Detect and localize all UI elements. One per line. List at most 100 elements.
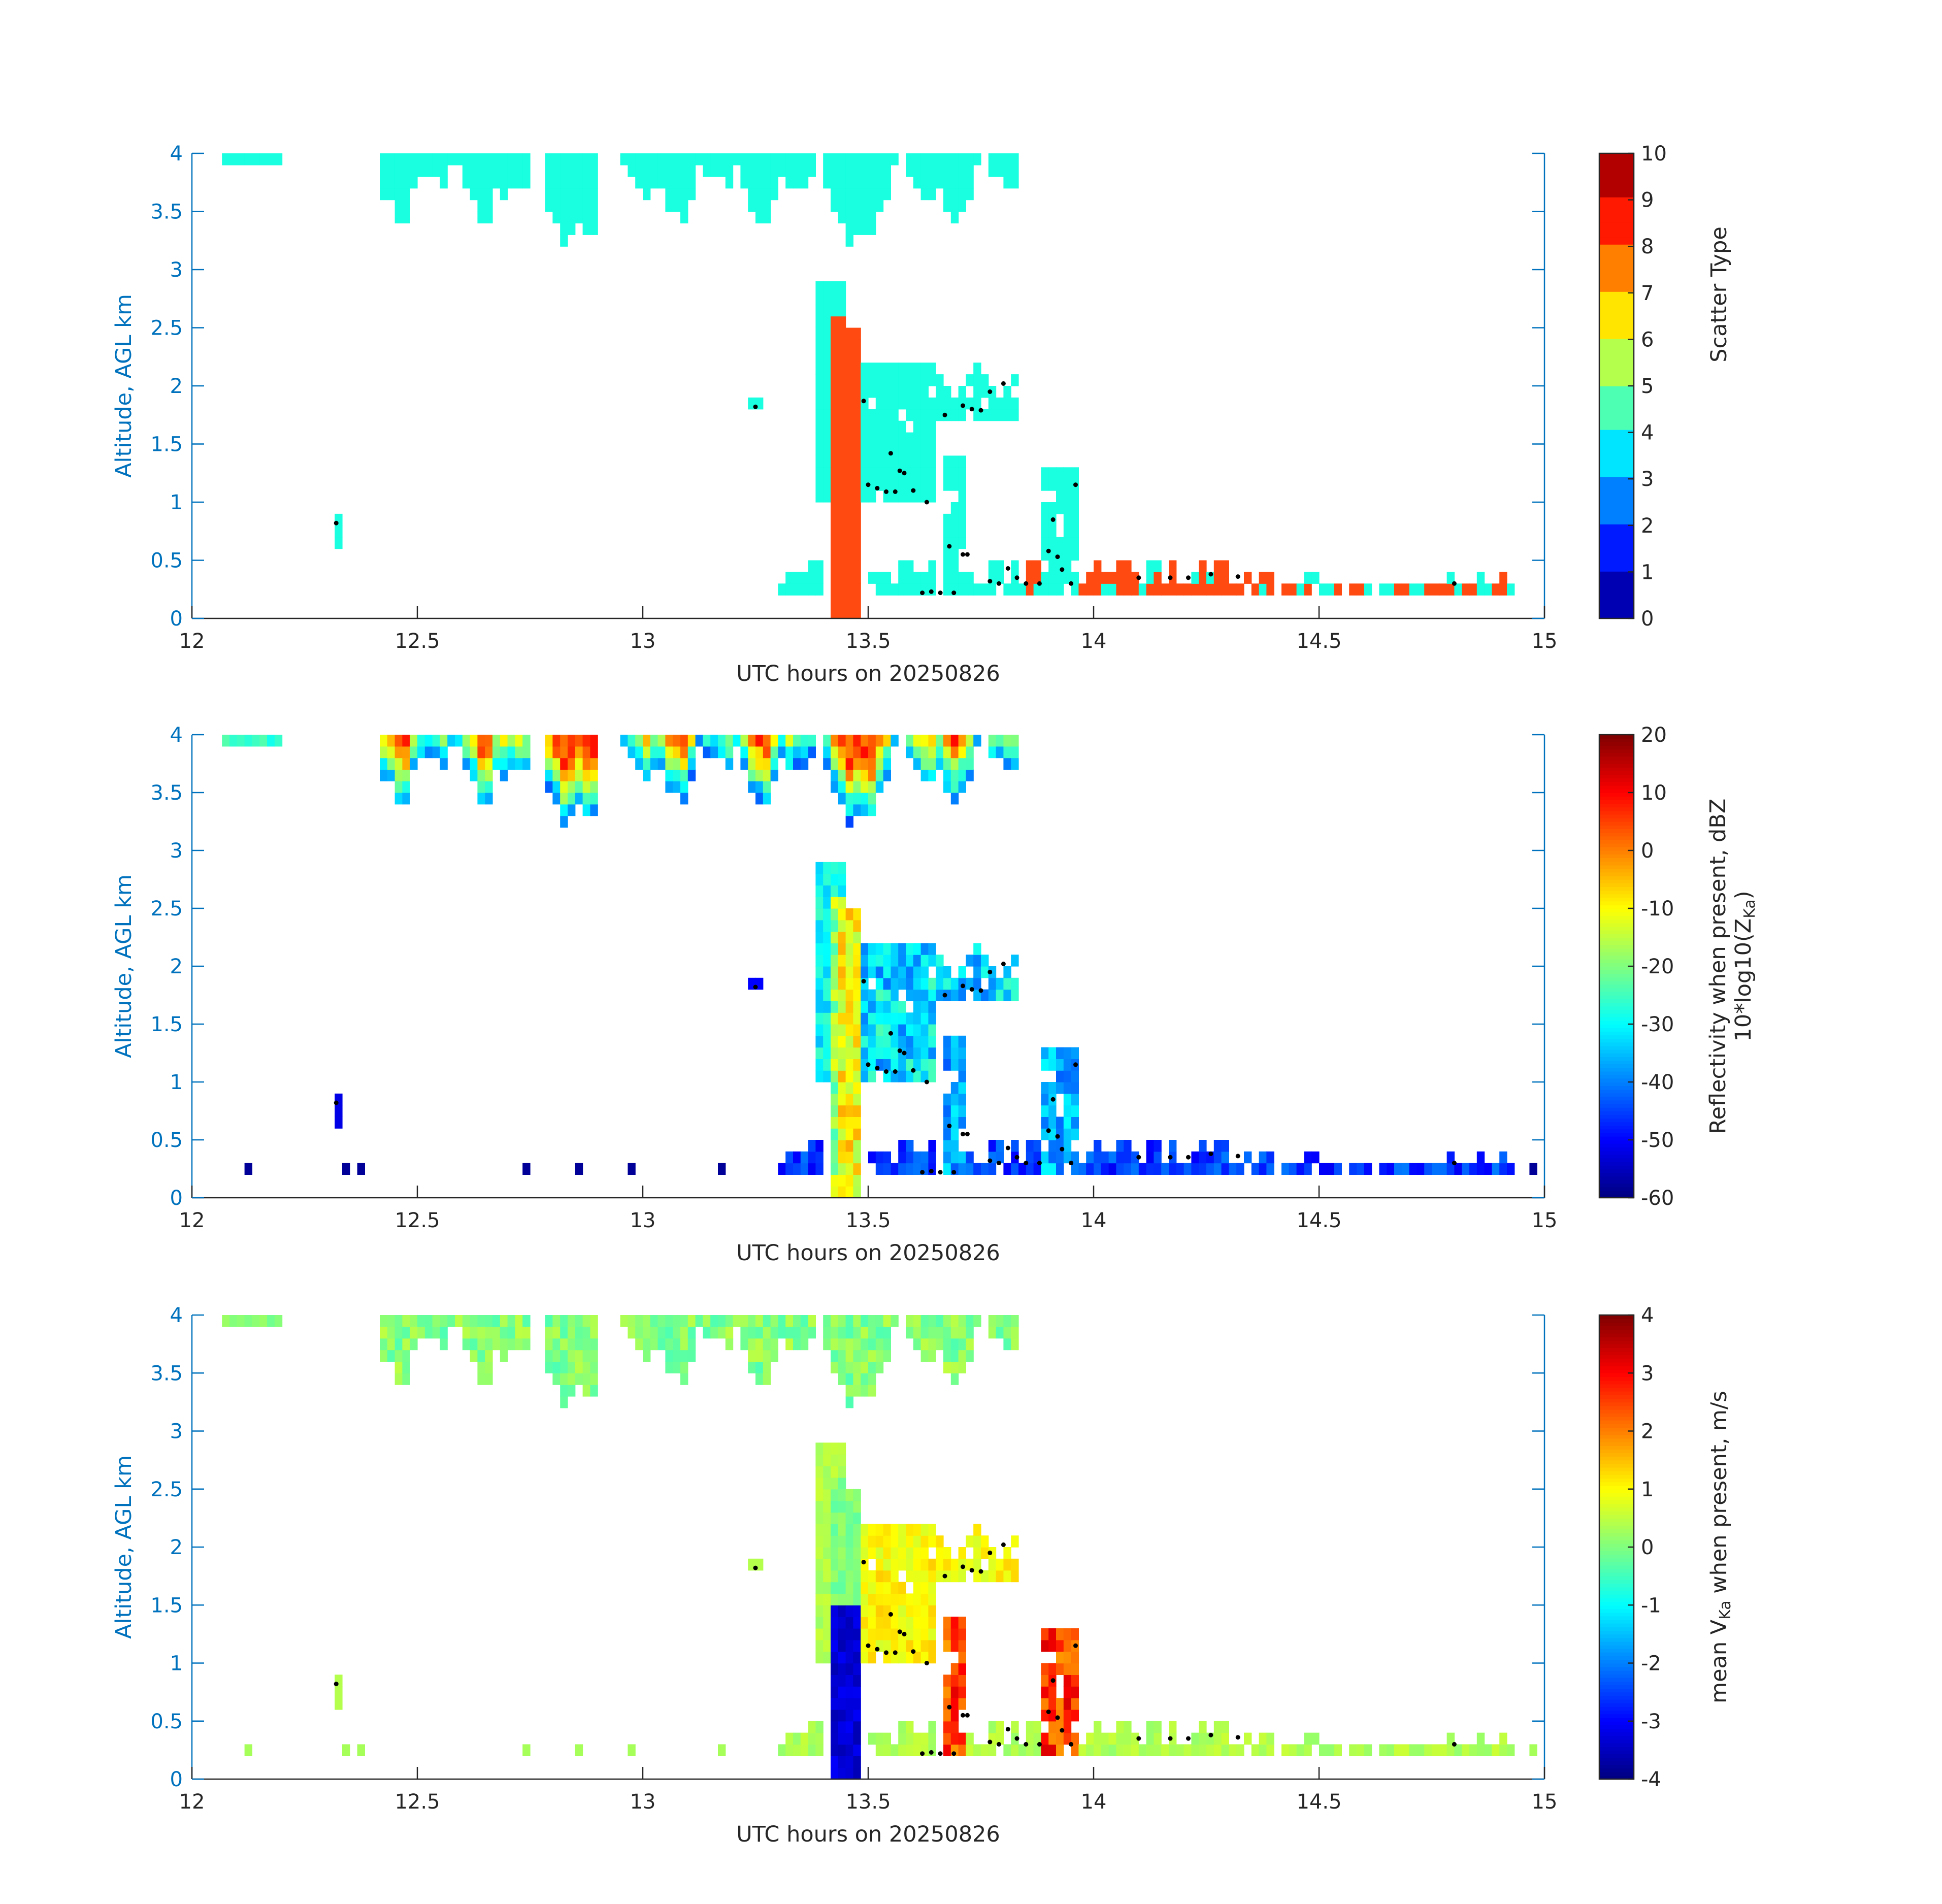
marker-point	[1060, 1728, 1065, 1733]
data-cell	[815, 1163, 824, 1175]
data-cell	[838, 444, 846, 456]
data-cell	[1191, 1744, 1199, 1756]
data-cell	[831, 1117, 839, 1129]
data-cell	[845, 467, 853, 479]
data-cell	[845, 977, 853, 990]
colorbar-swatch	[1599, 1002, 1634, 1007]
data-cell	[928, 989, 936, 1001]
data-cell	[763, 1315, 771, 1327]
colorbar-swatch	[1599, 991, 1634, 996]
data-cell	[943, 1721, 951, 1733]
data-cell	[845, 1361, 853, 1373]
data-cell	[966, 1350, 974, 1362]
data-cell	[485, 758, 493, 770]
data-cell	[920, 977, 929, 990]
data-cell	[793, 746, 801, 759]
colorbar-swatch	[1599, 1006, 1634, 1010]
data-cell	[575, 153, 583, 166]
data-cell	[485, 769, 493, 781]
data-cell	[950, 537, 959, 549]
data-cell	[868, 735, 876, 747]
data-cell	[920, 735, 929, 747]
data-cell	[568, 223, 576, 235]
data-cell	[485, 1315, 493, 1327]
data-cell	[1033, 560, 1041, 572]
data-cell	[913, 1570, 921, 1583]
data-cell	[936, 1558, 944, 1571]
data-cell	[477, 153, 485, 166]
data-cell	[943, 746, 951, 759]
colorbar-swatch	[1599, 785, 1634, 790]
data-cell	[1063, 479, 1072, 491]
data-cell	[237, 1315, 245, 1327]
data-cell	[1063, 560, 1072, 572]
data-cell	[823, 955, 831, 967]
data-cell	[913, 409, 921, 421]
data-cell	[815, 304, 824, 317]
data-cell	[936, 989, 944, 1001]
data-cell	[891, 420, 899, 433]
data-cell	[928, 1059, 936, 1071]
data-cell	[755, 735, 764, 747]
data-cell	[1063, 1128, 1072, 1140]
data-cell	[763, 746, 771, 759]
marker-point	[888, 1612, 893, 1617]
data-cell	[853, 1709, 861, 1722]
data-cell	[913, 1558, 921, 1571]
data-cell	[380, 153, 388, 166]
data-cell	[1244, 1732, 1252, 1745]
data-cell	[891, 989, 899, 1001]
data-cell	[973, 397, 981, 410]
marker-point	[951, 1170, 957, 1175]
data-cell	[950, 793, 959, 805]
colorbar-swatch	[1599, 164, 1634, 169]
y-tick-label: 1.5	[150, 1594, 183, 1617]
data-cell	[1041, 467, 1049, 479]
data-cell	[861, 793, 869, 805]
colorbar-swatch	[1599, 789, 1634, 793]
data-cell	[1161, 1163, 1169, 1175]
data-cell	[1401, 1744, 1410, 1756]
data-cell	[928, 1535, 936, 1548]
data-cell	[966, 176, 974, 189]
data-cell	[560, 769, 568, 781]
data-cell	[831, 1024, 839, 1036]
data-cell	[936, 386, 944, 398]
data-cell	[831, 292, 839, 305]
data-cell	[831, 548, 839, 561]
data-cell	[1078, 583, 1087, 596]
data-cell	[402, 211, 410, 223]
data-cell	[906, 735, 914, 747]
colorbar-swatch	[1599, 1453, 1634, 1457]
data-cell	[913, 1732, 921, 1745]
marker-point	[1073, 1643, 1078, 1648]
data-cell	[1401, 1163, 1410, 1175]
data-cell	[838, 1477, 846, 1490]
data-cell	[470, 165, 478, 177]
data-cell	[402, 1350, 410, 1362]
data-cell	[883, 1163, 891, 1175]
data-cell	[831, 1721, 839, 1733]
data-cell	[229, 1315, 238, 1327]
data-cell	[928, 1012, 936, 1025]
data-cell	[657, 165, 666, 177]
data-cell	[853, 1373, 861, 1385]
data-cell	[868, 1524, 876, 1536]
data-cell	[988, 1163, 997, 1175]
data-cell	[831, 1082, 839, 1094]
data-cell	[861, 1012, 869, 1025]
data-cell	[845, 1698, 853, 1710]
colorbar-swatch	[1599, 1129, 1634, 1133]
data-cell	[831, 1093, 839, 1106]
data-cell	[891, 1315, 899, 1327]
data-cell	[1116, 1140, 1124, 1152]
data-cell	[838, 885, 846, 897]
colorbar-swatch	[1599, 749, 1634, 753]
data-cell	[913, 1547, 921, 1559]
colorbar-tick-label: 7	[1641, 282, 1654, 305]
data-cell	[831, 1675, 839, 1687]
data-cell	[1266, 583, 1274, 596]
data-cell	[402, 769, 410, 781]
data-cell	[943, 583, 951, 596]
data-cell	[838, 560, 846, 572]
